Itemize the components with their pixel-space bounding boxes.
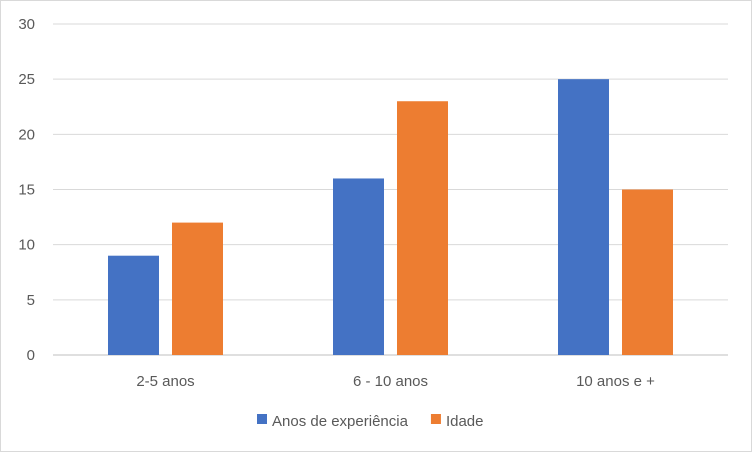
- y-tick-label: 10: [18, 237, 35, 254]
- legend-swatch: [257, 414, 267, 424]
- x-axis-ticks: 2-5 anos 6 - 10 anos 10 anos e +: [136, 373, 655, 390]
- x-tick-label: 10 anos e +: [576, 373, 655, 390]
- bar-idade-0: [172, 222, 223, 355]
- x-tick-label: 6 - 10 anos: [353, 373, 428, 390]
- y-tick-label: 30: [18, 16, 35, 33]
- legend-label: Idade: [446, 413, 484, 430]
- y-axis-ticks: 0 5 10 15 20 25 30: [18, 16, 35, 364]
- y-tick-label: 20: [18, 126, 35, 143]
- bar-anos-de-experiencia-1: [333, 178, 384, 355]
- bars: [108, 79, 673, 356]
- y-tick-label: 15: [18, 182, 35, 199]
- y-tick-label: 0: [27, 347, 35, 364]
- legend-swatch: [430, 414, 441, 424]
- gridlines: [53, 23, 728, 356]
- bar-anos-de-experiencia-0: [108, 255, 159, 355]
- y-tick-label: 5: [27, 292, 35, 309]
- bar-idade-2: [622, 189, 673, 355]
- x-tick-label: 2-5 anos: [136, 373, 194, 390]
- bar-anos-de-experiencia-2: [558, 79, 609, 356]
- y-tick-label: 25: [18, 71, 35, 88]
- legend: Anos de experiência Idade: [257, 413, 483, 430]
- bar-idade-1: [397, 101, 448, 355]
- legend-label: Anos de experiência: [272, 413, 409, 430]
